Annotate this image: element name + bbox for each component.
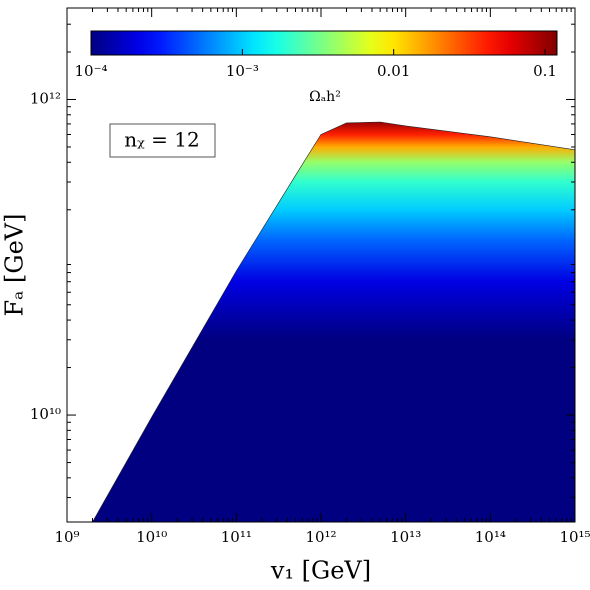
colorbar-label: Ωₐh² <box>309 89 341 105</box>
colorbar <box>90 30 558 56</box>
colorbar-tick-label: 10⁻³ <box>226 62 259 80</box>
x-tick-label: 10¹⁰ <box>136 528 167 546</box>
x-tick-label: 10¹⁴ <box>475 528 506 546</box>
annotation-box <box>109 123 216 158</box>
x-tick-label: 10¹¹ <box>221 528 252 546</box>
x-tick-label: 10¹² <box>305 528 336 546</box>
annotation: nᵪ = 12 <box>124 128 199 152</box>
y-tick-label: 10¹⁰ <box>30 405 61 423</box>
plot-area <box>92 121 575 522</box>
colorbar-tick-label: 0.1 <box>533 62 557 80</box>
x-axis-label: v₁ [GeV] <box>270 557 371 585</box>
filled-region <box>92 121 575 522</box>
y-tick-label: 10¹² <box>30 89 61 107</box>
colorbar-tick-label: 0.01 <box>377 62 410 80</box>
x-tick-label: 10⁹ <box>54 528 79 546</box>
x-tick-label: 10¹³ <box>390 528 421 546</box>
x-tick-label: 10¹⁵ <box>559 528 590 546</box>
colorbar-tick-label: 10⁻⁴ <box>74 62 107 80</box>
y-axis-label: Fₐ [GeV] <box>1 214 29 317</box>
